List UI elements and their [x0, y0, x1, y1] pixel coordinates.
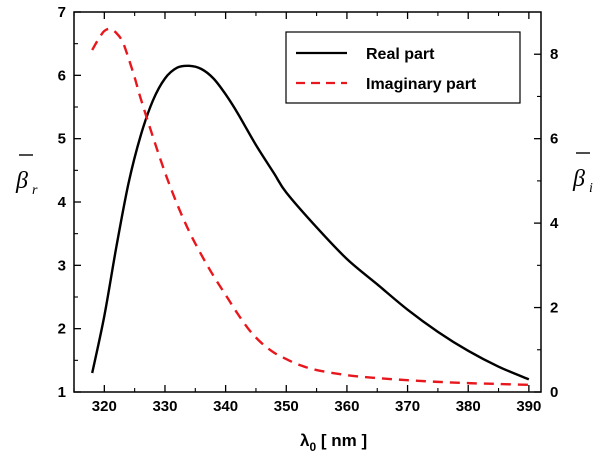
ticks-layer: 320 330 340 350 360 370 380 390 1 2 3 4 5 6 7 0 2 4 6 8 [58, 4, 559, 415]
x-tick-label: 320 [92, 398, 117, 415]
y-left-tick-label: 1 [58, 384, 66, 401]
y-right-tick-label: 8 [550, 46, 558, 63]
y-left-axis-title: β r [15, 154, 38, 198]
y-left-tick-label: 3 [58, 257, 66, 274]
y-left-symbol: β [15, 168, 28, 194]
y-left-subscript: r [32, 183, 38, 198]
x-axis-title: λ0 [ nm ] [300, 431, 367, 454]
legend: Real part Imaginary part [285, 31, 521, 104]
y-left-tick-label: 4 [58, 194, 67, 211]
x-tick-label: 330 [152, 398, 177, 415]
x-tick-label: 360 [334, 398, 359, 415]
y-right-tick-label: 4 [550, 215, 559, 232]
y-right-tick-label: 2 [550, 300, 558, 317]
y-left-tick-label: 2 [58, 321, 66, 338]
x-tick-label: 340 [213, 398, 238, 415]
y-right-symbol: β [572, 166, 585, 192]
x-axis-subscript: 0 [309, 440, 316, 454]
series-line-real [91, 64, 530, 381]
legend-label-imag: Imaginary part [366, 76, 477, 93]
x-axis-symbol: λ [300, 431, 310, 450]
x-tick-label: 380 [456, 398, 481, 415]
x-tick-label: 370 [395, 398, 420, 415]
series-line-imaginary [91, 27, 529, 387]
series-layer [91, 27, 530, 387]
y-right-tick-label: 6 [550, 131, 558, 148]
x-tick-label: 390 [516, 398, 541, 415]
y-right-subscript: i [589, 181, 593, 196]
y-left-tick-label: 6 [58, 67, 66, 84]
y-left-tick-label: 5 [58, 131, 66, 148]
legend-box [285, 31, 521, 104]
y-right-tick-label: 0 [550, 384, 558, 401]
x-axis-unit: [ nm ] [316, 431, 367, 450]
x-tick-label: 350 [274, 398, 299, 415]
legend-label-real: Real part [366, 46, 435, 63]
y-right-axis-title: β i [572, 152, 593, 196]
y-left-tick-label: 7 [58, 4, 66, 21]
